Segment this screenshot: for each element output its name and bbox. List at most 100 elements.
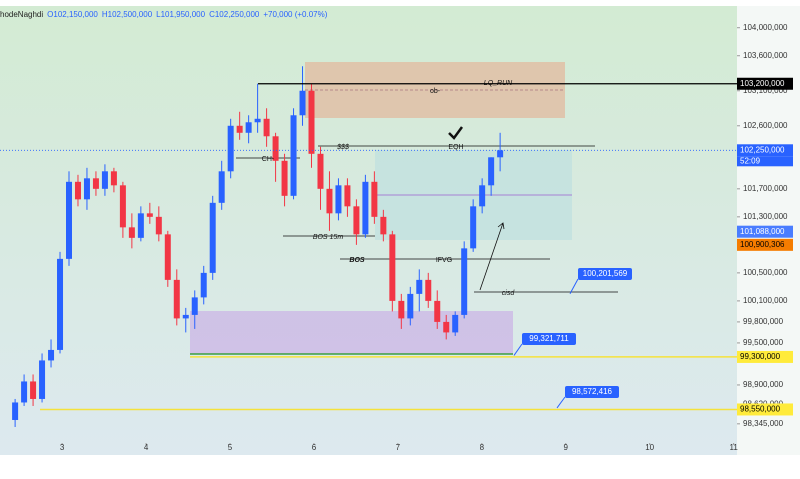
header-item: C102,250,000 (209, 10, 260, 19)
price-tag (737, 225, 793, 238)
candle-body (30, 381, 37, 399)
candle-body (110, 171, 117, 186)
candle-body (452, 314, 459, 333)
candle-body (209, 202, 216, 273)
candle-body (182, 314, 189, 319)
candle-body (263, 118, 270, 137)
price-tag (737, 403, 793, 416)
candle-body (461, 248, 468, 315)
candle-body (164, 234, 171, 280)
callout-pointer (513, 343, 523, 356)
candle-body (470, 206, 477, 249)
candle-body (407, 293, 414, 319)
candle-body (146, 213, 153, 217)
y-tick-label: 103,600,000 (743, 51, 788, 60)
candle-body (326, 188, 333, 214)
candle-body (12, 402, 19, 420)
x-tick-label: 7 (396, 443, 401, 452)
candle-body (362, 181, 369, 235)
y-tick-label: 101,300,000 (743, 212, 788, 221)
candle-body (488, 157, 495, 186)
candle-body (83, 178, 90, 200)
countdown: 52:09 (740, 156, 761, 165)
candle-body (389, 234, 396, 301)
y-tick-label: 102,600,000 (743, 121, 788, 130)
callout-label: 99,321,711 (529, 334, 569, 343)
liquidity-label: $$$ (336, 144, 349, 151)
x-tick-label: 9 (564, 443, 569, 452)
price-tag-label: 100,900,306 (740, 240, 785, 249)
candle-body (254, 118, 261, 123)
candle-body (497, 150, 504, 158)
callout-box (578, 268, 632, 280)
header-item: hodeNaghdi (0, 10, 43, 19)
candle-body (74, 181, 81, 200)
y-tick-label: 98,900,000 (743, 380, 784, 389)
x-tick-label: 3 (60, 443, 65, 452)
candle-body (308, 90, 315, 154)
callout-pointer (556, 396, 566, 409)
choch-label: CH- (262, 156, 275, 163)
candle-body (371, 181, 378, 217)
x-tick-label: 5 (228, 443, 233, 452)
candle-body (290, 115, 297, 196)
bos-label: BOS (349, 257, 365, 264)
header-item: H102,500,000 (102, 10, 153, 19)
price-tag-label: 102,250,000 (740, 145, 785, 154)
candle-body (191, 297, 198, 315)
candle-body (101, 171, 108, 189)
candle-body (335, 185, 342, 214)
y-tick-label: 100,100,000 (743, 296, 788, 305)
candle-body (317, 153, 324, 189)
callout-label: 100,201,569 (583, 269, 628, 278)
price-tag (737, 144, 793, 157)
header-item: O102,150,000 (47, 10, 98, 19)
y-tick-label: 104,000,000 (743, 23, 788, 32)
candle-body (65, 181, 72, 259)
price-tag-label: 98,550,000 (740, 405, 781, 414)
candle-body (353, 206, 360, 235)
callout-box (565, 386, 619, 398)
candle-body (173, 279, 180, 319)
demand-zone (190, 311, 513, 354)
candle-body (281, 160, 288, 196)
projection-arrow (479, 222, 505, 291)
candle-body (272, 136, 279, 161)
cisd-label: cisd (502, 290, 516, 297)
x-tick-label: 10 (645, 443, 654, 452)
callout-pointer (569, 278, 579, 295)
symbol-header: hodeNaghdi O102,150,000 H102,500,000 L101,9… (0, 10, 328, 19)
candle-body (39, 360, 46, 399)
price-tag-label: 103,200,000 (740, 79, 785, 88)
y-tick-label: 99,800,000 (743, 317, 784, 326)
candle-body (57, 258, 64, 350)
candle-body (245, 122, 252, 133)
header-item: +70,000 (+0.07%) (263, 10, 327, 19)
candle-body (227, 125, 234, 172)
candle-body (344, 185, 351, 207)
candle-body (299, 90, 306, 116)
price-tag-label: 101,088,000 (740, 227, 785, 236)
header-item: L101,950,000 (156, 10, 205, 19)
bos-15m-label: BOS 15m (313, 234, 344, 241)
y-tick-label: 101,700,000 (743, 184, 788, 193)
candle-body (416, 279, 423, 294)
candle-body (200, 272, 207, 298)
price-tag (737, 238, 793, 251)
candle-body (218, 171, 225, 203)
candle-body (398, 300, 405, 319)
candle-body (479, 185, 486, 207)
candle-body (434, 300, 441, 322)
candle-body (137, 213, 144, 238)
x-tick-label: 11 (729, 443, 738, 452)
candle-body (48, 349, 55, 361)
y-tick-label: 98,345,000 (743, 419, 784, 428)
x-tick-label: 4 (144, 443, 149, 452)
candle-body (443, 321, 450, 333)
price-tag-label: 99,300,000 (740, 352, 781, 361)
price-tag (737, 350, 793, 363)
y-tick-label: 103,100,000 (743, 86, 788, 95)
ob-label: ob- (430, 88, 441, 95)
candle-body (425, 279, 432, 301)
